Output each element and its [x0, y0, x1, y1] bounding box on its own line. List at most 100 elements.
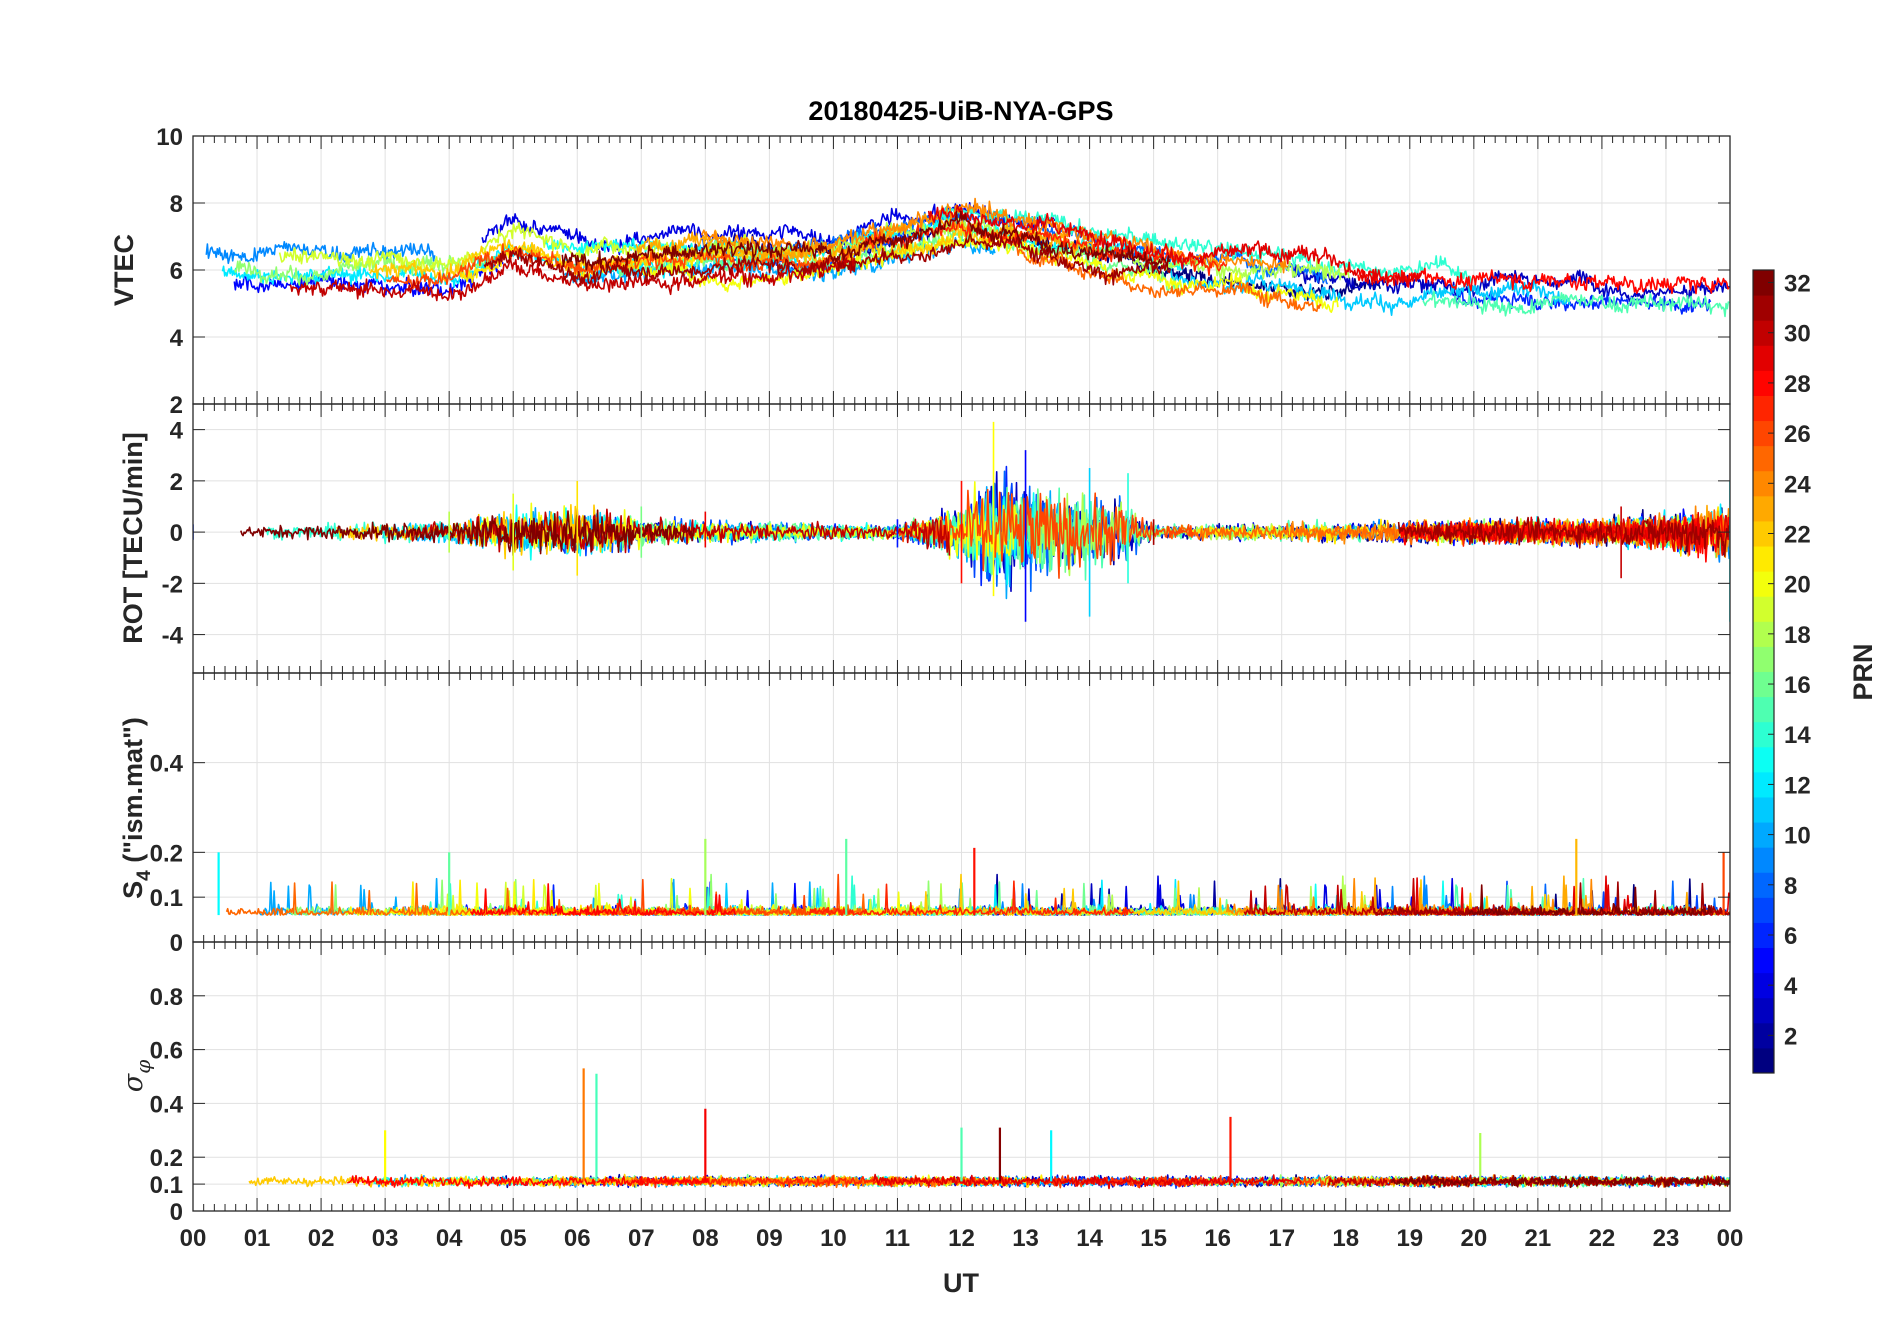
- colorbar-swatch: [1753, 947, 1774, 974]
- rot-ytick-label: -4: [162, 623, 184, 650]
- colorbar-tick-label: 6: [1784, 923, 1797, 950]
- colorbar-swatch: [1753, 1022, 1774, 1049]
- vtec-prn-line: [1015, 245, 1322, 313]
- colorbar-swatch: [1753, 646, 1774, 672]
- colorbar-swatch: [1753, 696, 1774, 723]
- vtec-ytick-label: 6: [170, 258, 183, 285]
- sigma-phi-panel: 00.10.2 0.4 0.6 0.8: [150, 941, 1731, 1226]
- colorbar-swatch: [1753, 370, 1774, 396]
- vtec-prn-line: [481, 202, 1056, 256]
- vtec-ytick-label: 2: [170, 392, 183, 419]
- colorbar-tick-label: 30: [1784, 321, 1811, 348]
- x-axis-label: UT: [943, 1268, 979, 1298]
- colorbar-swatch: [1753, 445, 1774, 472]
- x-tick-label: 14: [1076, 1225, 1103, 1252]
- sigma-phi-prn-line: [1390, 1174, 1730, 1189]
- s4-grid: [193, 673, 1730, 942]
- colorbar-swatch: [1753, 972, 1774, 999]
- x-tick-label: 19: [1396, 1225, 1423, 1252]
- colorbar-swatch: [1753, 520, 1774, 547]
- rot-y-tick-labels: -4 -2 0 2 4: [162, 418, 184, 650]
- x-tick-label: 03: [372, 1225, 399, 1252]
- colorbar-tick-label: 16: [1784, 672, 1811, 699]
- s4-label-main: S: [118, 881, 148, 899]
- colorbar-swatch: [1753, 270, 1774, 296]
- x-tick-label: 16: [1204, 1225, 1231, 1252]
- x-tick-label: 18: [1332, 1225, 1359, 1252]
- x-tick-label: 08: [692, 1225, 719, 1252]
- colorbar-tick-label: 10: [1784, 823, 1811, 850]
- x-tick-label: 01: [244, 1225, 271, 1252]
- colorbar-swatch: [1753, 796, 1774, 823]
- x-tick-label: 23: [1653, 1225, 1680, 1252]
- colorbar-swatch: [1753, 420, 1774, 447]
- s4-y-label: S4 ("ism.mat"): [118, 717, 155, 899]
- colorbar-swatch: [1753, 621, 1774, 647]
- rot-y-label: ROT [TECU/min]: [118, 432, 148, 643]
- sigma-phi-y-tick-labels: 00.10.2 0.4 0.6 0.8: [150, 984, 184, 1226]
- s4-y-tick-labels: 0 0.1 0.2 0.4: [150, 751, 184, 957]
- s4-prn-line: [572, 873, 851, 916]
- vtec-ticks: [192, 135, 1731, 405]
- x-tick-label: 10: [820, 1225, 847, 1252]
- colorbar-tick-label: 22: [1784, 521, 1811, 548]
- colorbar-swatch: [1753, 671, 1774, 698]
- colorbar-tick-label: 4: [1784, 973, 1798, 1000]
- sigma-label-main: σ: [118, 1072, 149, 1092]
- x-tick-label: 05: [500, 1225, 527, 1252]
- vtec-prn-line: [205, 241, 436, 265]
- rot-ytick-label: 4: [170, 418, 184, 445]
- sigma-phi-grid: [193, 942, 1730, 1211]
- s4-ticks: [192, 673, 1731, 943]
- x-tick-label: 07: [628, 1225, 655, 1252]
- sigma-phi-series: [248, 1068, 1730, 1190]
- colorbar-tick-label: 18: [1784, 622, 1811, 649]
- vtec-prn-line: [1422, 290, 1730, 318]
- s4-ytick-label: 0.2: [150, 840, 183, 867]
- vtec-ytick-label: 4: [170, 325, 184, 352]
- colorbar-tick-label: 12: [1784, 772, 1811, 799]
- vtec-ytick-label: 8: [170, 191, 183, 218]
- colorbar-frame: [1752, 269, 1775, 1074]
- colorbar-label: PRN: [1848, 643, 1878, 700]
- rot-series: [193, 421, 1730, 622]
- s4-ytick-label: 0.1: [150, 885, 183, 912]
- x-tick-label: 06: [564, 1225, 591, 1252]
- x-tick-label: 15: [1140, 1225, 1167, 1252]
- vtec-series: [205, 197, 1730, 318]
- sigma-phi-ytick-label: 0.4: [150, 1091, 184, 1118]
- colorbar-swatch: [1753, 897, 1774, 923]
- colorbar-swatch: [1753, 495, 1774, 522]
- x-tick-label: 09: [756, 1225, 783, 1252]
- x-tick-label: 02: [308, 1225, 335, 1252]
- x-tick-label: 00: [180, 1225, 207, 1252]
- colorbar-swatch: [1753, 872, 1774, 898]
- colorbar-swatch: [1753, 546, 1774, 572]
- vtec-prn-line: [385, 243, 852, 290]
- colorbar-swatch: [1753, 1047, 1774, 1074]
- vtec-prn-line: [1451, 290, 1712, 315]
- colorbar-swatch: [1753, 822, 1774, 848]
- rot-ytick-label: -2: [162, 571, 183, 598]
- rot-prn-line: [240, 509, 696, 557]
- rot-ticks: [192, 404, 1731, 673]
- sigma-phi-ytick-label: 0.6: [150, 1038, 183, 1065]
- x-tick-label: 20: [1460, 1225, 1487, 1252]
- vtec-ytick-label: 10: [156, 124, 183, 151]
- s4-prn-line: [470, 883, 737, 916]
- rot-ytick-label: 2: [170, 469, 183, 496]
- colorbar-swatch: [1753, 295, 1774, 321]
- vtec-prn-line: [233, 253, 495, 290]
- chart-title: 20180425-UiB-NYA-GPS: [808, 96, 1113, 126]
- colorbar-tick-label: 2: [1784, 1023, 1797, 1050]
- colorbar-tick-label: 28: [1784, 371, 1811, 398]
- x-tick-label: 11: [885, 1225, 910, 1252]
- s4-series: [217, 838, 1730, 916]
- x-tick-label: 17: [1268, 1225, 1295, 1252]
- colorbar-tick-label: 8: [1784, 873, 1797, 900]
- sigma-phi-ticks: [192, 942, 1731, 1212]
- s4-ytick-label: 0.4: [150, 751, 184, 778]
- vtec-prn-line: [927, 204, 1423, 287]
